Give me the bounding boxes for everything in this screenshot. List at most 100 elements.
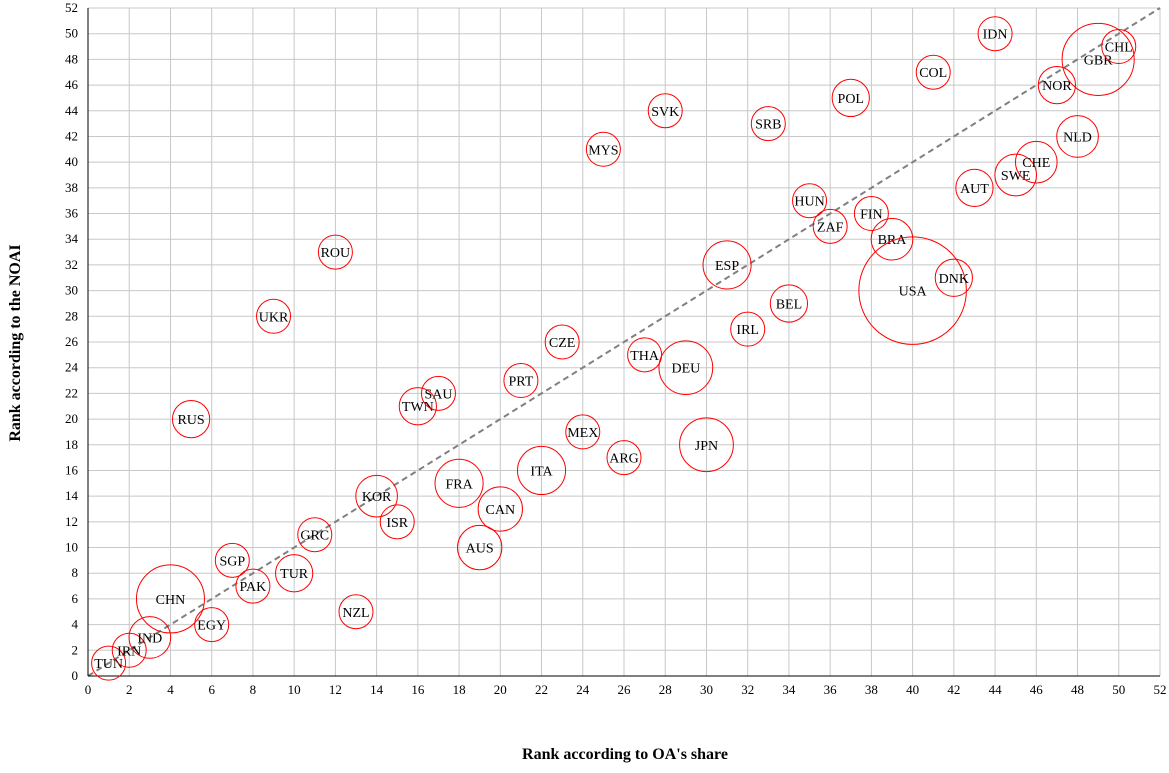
data-point-usa: USA [858,236,967,345]
x-tick-label: 20 [494,682,507,697]
x-tick-label: 24 [576,682,590,697]
bubble-marker [606,440,642,476]
point-label: DEU [671,362,700,377]
bubble-marker [398,387,437,426]
point-label: CHN [156,593,186,608]
x-tick-label: 42 [947,682,960,697]
point-label: CAN [486,503,516,518]
y-tick-label: 40 [65,154,78,169]
data-point-esp: ESP [702,240,752,290]
data-point-col: COL [915,54,951,90]
data-point-sau: SAU [420,375,456,411]
bubble-marker [870,217,914,261]
point-label: PAK [240,580,267,595]
x-tick-labels: 0 2 4 6 8 10 12 14 16 18 20 22 24 26 28 30 32 34 36 38 40 42 4… [85,682,1167,697]
point-label: ISR [386,516,408,531]
bubble-marker [297,517,333,553]
point-label: GRC [300,529,329,544]
bubble-marker [915,54,951,90]
point-label: JPN [695,439,718,454]
data-point-nzl: NZL [338,594,374,630]
data-point-idn: IDN [977,16,1013,52]
y-tick-label: 18 [65,437,78,452]
x-tick-label: 12 [329,682,342,697]
bubble-marker [128,616,172,659]
point-label: SRB [755,118,781,133]
point-label: HUN [794,195,824,210]
data-point-bel: BEL [769,284,809,323]
data-point-mys: MYS [585,131,621,167]
data-point-deu: DEU [658,340,714,396]
data-point-egy: EGY [194,607,230,643]
point-label: NLD [1063,130,1092,145]
point-label: KOR [362,490,392,505]
data-point-pol: POL [831,78,870,118]
data-point-ind: IND [128,616,172,659]
y-tick-label: 26 [65,334,79,349]
bubble-marker [544,324,580,360]
point-label: SVK [651,105,679,120]
y-tick-label: 0 [72,668,79,683]
data-point-chl: CHL [1101,29,1137,65]
y-tick-label: 24 [65,360,79,375]
x-tick-label: 10 [288,682,301,697]
data-point-isr: ISR [379,504,415,540]
bubble-marker [503,363,539,399]
bubble-marker [275,554,314,593]
bubble-marker [750,106,786,142]
point-label: TWN [402,400,434,415]
point-label: IDN [983,28,1008,43]
data-point-rus: RUS [171,399,211,439]
reference-line [87,7,1161,677]
point-label: IRL [736,323,759,338]
y-tick-label: 36 [65,206,79,221]
x-tick-label: 34 [782,682,796,697]
bubble-marker [379,504,415,540]
point-label: DNK [939,272,969,287]
bubble-marker [831,78,870,118]
bubble-marker [934,258,973,297]
x-tick-label: 16 [411,682,425,697]
y-tick-label: 44 [65,103,79,118]
x-tick-label: 4 [167,682,174,697]
data-point-can: CAN [477,486,523,532]
bubble-marker [135,564,205,634]
point-label: CHL [1105,41,1133,56]
x-tick-label: 14 [370,682,384,697]
data-point-fra: FRA [434,458,484,508]
y-tick-label: 2 [72,642,79,657]
x-tick-label: 2 [126,682,133,697]
bubble-marker [355,474,398,518]
x-tick-label: 50 [1112,682,1125,697]
bubble-marker [420,375,456,411]
bubble-marker [565,414,601,450]
x-tick-label: 8 [250,682,257,697]
point-label: UKR [259,310,289,325]
point-label: AUS [466,542,494,557]
y-tick-label: 32 [65,257,78,272]
point-label: ITA [530,464,553,479]
point-label: FIN [860,208,883,223]
y-tick-label: 28 [65,308,78,323]
x-tick-label: 22 [535,682,548,697]
bubble-marker [658,340,714,396]
bubble-marker [730,311,766,347]
y-tick-label: 20 [65,411,78,426]
bubble-marker [434,458,484,508]
x-tick-label: 32 [741,682,754,697]
bubble-marker [1056,115,1099,158]
point-label: MEX [567,426,598,441]
point-label: THA [630,349,660,364]
bubble-marker [853,196,889,232]
bubble-marker [702,240,752,290]
bubble-marker [194,607,230,643]
data-point-aut: AUT [955,168,994,207]
x-tick-label: 48 [1071,682,1084,697]
data-point-fin: FIN [853,196,889,232]
data-point-pak: PAK [235,568,271,604]
data-point-swe: SWE [994,153,1038,197]
data-point-prt: PRT [503,363,539,399]
y-tick-label: 48 [65,51,78,66]
bubble-marker [1101,29,1137,65]
